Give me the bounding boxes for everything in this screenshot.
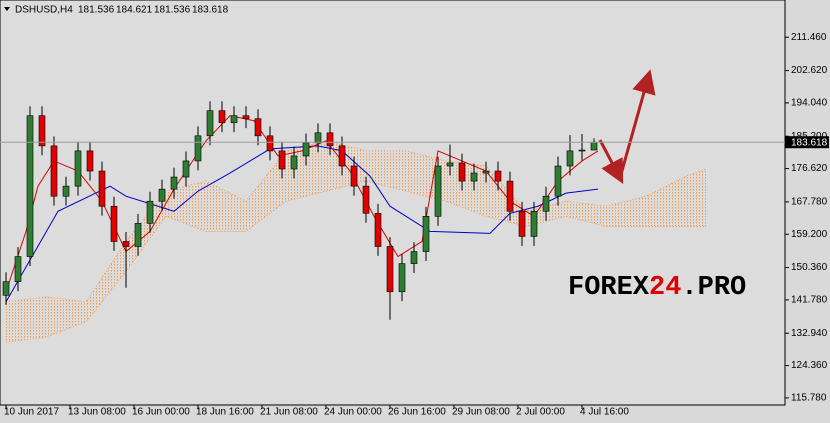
y-tick-label: 211.460 <box>791 32 827 43</box>
x-tick-label: 29 Jun 08:00 <box>452 407 510 418</box>
symbol: DSHUSD,H4 <box>15 5 73 16</box>
candle-body <box>326 132 334 147</box>
y-tick-label: 124.360 <box>791 360 828 371</box>
candle-body <box>278 150 286 170</box>
menu-triangle <box>4 7 10 11</box>
y-tick-label: 159.200 <box>791 229 828 240</box>
y-tick-label: 115.780 <box>791 393 827 404</box>
current-price-label: 183.618 <box>791 137 828 148</box>
indicator-line <box>5 115 599 292</box>
ichimoku-cloud <box>6 140 706 343</box>
x-tick-label: 18 Jun 16:00 <box>196 407 254 418</box>
candle-body <box>518 210 526 237</box>
candle-body <box>110 205 118 242</box>
candle-body <box>182 160 190 178</box>
candle-body <box>62 185 70 197</box>
candle-body <box>158 188 166 202</box>
candle-body <box>134 223 142 247</box>
x-tick-label: 26 Jun 16:00 <box>388 407 446 418</box>
arrow-down <box>598 139 624 184</box>
y-tick-label: 150.360 <box>791 262 828 273</box>
candle-body <box>230 115 238 124</box>
quote-open: 181.536 <box>78 5 115 16</box>
candle-body <box>26 115 34 257</box>
candle-body <box>2 281 10 296</box>
candle-body <box>206 110 214 137</box>
y-tick-label: 194.040 <box>791 98 828 109</box>
candle-body <box>290 155 298 170</box>
candle-body <box>482 170 490 174</box>
candle-body <box>50 145 58 197</box>
candle-body <box>458 162 466 182</box>
y-tick-label: 202.620 <box>791 65 828 76</box>
y-tick-label: 132.940 <box>791 328 828 339</box>
quote-high: 184.621 <box>116 5 153 16</box>
candle-body <box>470 172 478 182</box>
candle-body <box>398 263 406 293</box>
candle-body <box>266 135 274 152</box>
candle-body <box>254 118 262 137</box>
x-tick-label: 16 Jun 00:00 <box>132 407 190 418</box>
candle-body <box>494 170 502 182</box>
candle-body <box>362 185 370 214</box>
candle-body <box>506 180 514 212</box>
candle-body <box>38 115 46 147</box>
candle-body <box>218 110 226 124</box>
arrow-up <box>618 69 656 179</box>
y-tick-label: 141.780 <box>791 295 828 306</box>
candle-body <box>374 212 382 247</box>
x-tick-label: 4 Jul 16:00 <box>580 407 629 418</box>
watermark: FOREX24.PRO <box>568 273 746 303</box>
candle-body <box>302 142 310 157</box>
candle-body <box>314 132 322 144</box>
x-tick-label: 10 Jun 2017 <box>4 407 59 418</box>
candle-body <box>338 145 346 167</box>
candle-body <box>74 150 82 187</box>
candle-body <box>530 210 538 237</box>
y-tick-label: 176.620 <box>791 163 828 174</box>
x-tick-label: 2 Jul 00:00 <box>516 407 565 418</box>
candle-body <box>578 149 586 152</box>
candle-body <box>410 251 418 264</box>
candle-body <box>566 150 574 167</box>
candle-body <box>122 241 130 247</box>
candle-body <box>98 170 106 207</box>
candle-body <box>434 165 442 217</box>
x-tick-label: 24 Jun 00:00 <box>324 407 382 418</box>
candle-body <box>242 115 250 120</box>
quote-close: 183.618 <box>192 5 229 16</box>
x-tick-label: 21 Jun 08:00 <box>260 407 318 418</box>
candle-body <box>146 200 154 224</box>
candle-body <box>350 165 358 187</box>
candle-body <box>554 165 562 197</box>
candle-body <box>542 195 550 212</box>
candle-body <box>422 215 430 252</box>
candle-body <box>590 141 598 151</box>
x-tick-label: 13 Jun 08:00 <box>68 407 126 418</box>
quote-low: 181.536 <box>154 5 191 16</box>
candle-body <box>446 162 454 167</box>
candle-body <box>386 246 394 293</box>
current-price-box <box>785 136 829 149</box>
y-tick-label: 167.780 <box>791 197 828 208</box>
candle-body <box>86 150 94 172</box>
candle-body <box>170 176 178 190</box>
candle-body <box>14 256 22 282</box>
candle-body <box>194 135 202 162</box>
